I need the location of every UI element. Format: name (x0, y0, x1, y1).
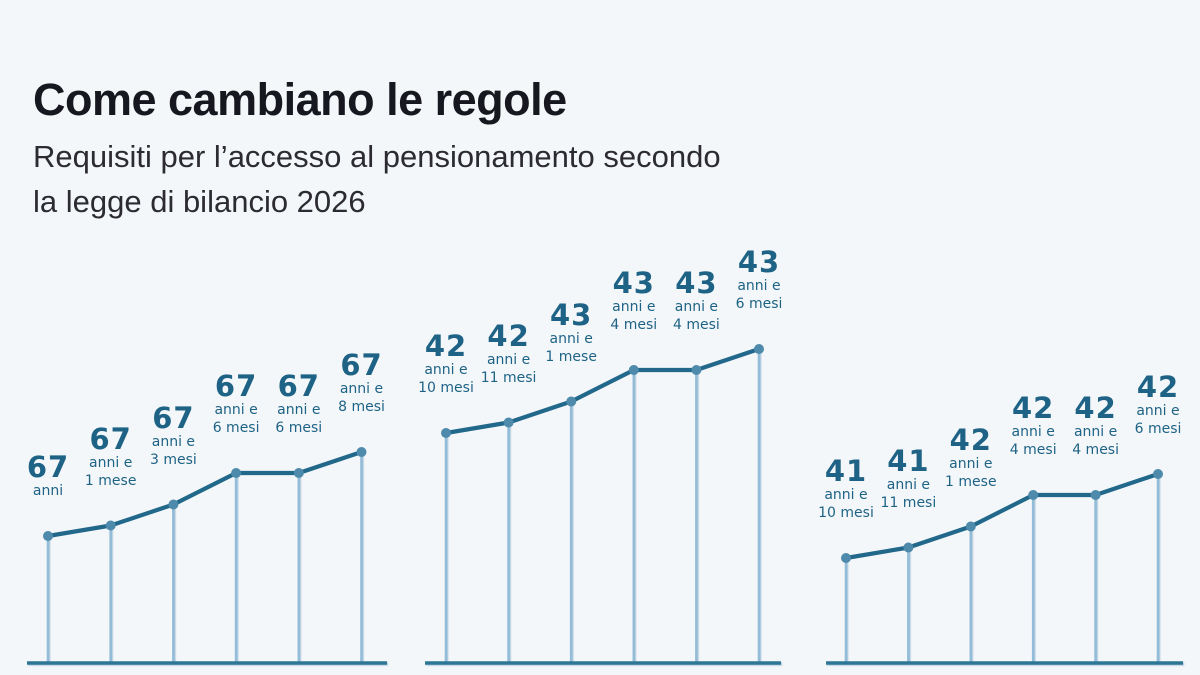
data-point-dot (965, 521, 976, 532)
data-point-dot (1090, 490, 1101, 500)
data-point-dot (1153, 469, 1163, 479)
data-point-dot (754, 344, 764, 354)
chart-group-2 (425, 344, 781, 665)
data-point-dot (356, 447, 367, 457)
chart-subtitle-line-2: la legge di bilancio 2026 (33, 184, 366, 219)
chart-subtitle: Requisiti per l’accesso al pensionamento… (33, 134, 721, 224)
chart-title: Come cambiano le regole (33, 74, 567, 126)
chart-group-1 (27, 447, 387, 665)
trend-line (843, 471, 1161, 561)
chart-group-lines (826, 474, 1183, 665)
trend-line (443, 346, 762, 436)
chart-group-3 (826, 469, 1183, 665)
chart-group-lines (27, 452, 387, 665)
data-point-dot (903, 542, 914, 553)
data-point-dot (105, 520, 116, 531)
chart-subtitle-line-1: Requisiti per l’accesso al pensionamento… (33, 139, 721, 174)
data-point-dot (1028, 490, 1039, 500)
data-point-dot (628, 365, 639, 375)
trend-line (45, 449, 364, 539)
data-point-dot (168, 499, 179, 510)
data-point-dot (503, 417, 514, 428)
data-point-dot (441, 428, 451, 438)
data-point-dot (43, 531, 53, 541)
chart-group-lines (425, 349, 781, 665)
data-point-dot (841, 553, 851, 563)
data-point-dot (566, 396, 577, 407)
data-point-dot (293, 468, 304, 478)
data-point-dot (691, 365, 702, 375)
data-point-dot (231, 468, 242, 478)
